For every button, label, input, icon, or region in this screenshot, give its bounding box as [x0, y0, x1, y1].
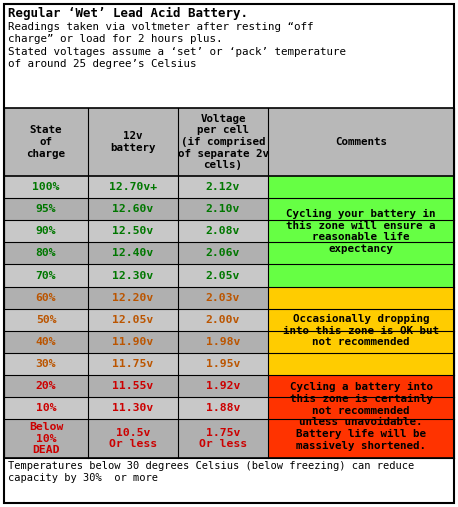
Bar: [88, 397, 178, 419]
Bar: [4, 176, 88, 198]
Text: 70%: 70%: [36, 271, 56, 280]
Text: 10.5v
Or less: 10.5v Or less: [109, 428, 157, 449]
Text: 12v
battery: 12v battery: [110, 131, 156, 153]
Bar: [178, 265, 268, 286]
Bar: [268, 176, 454, 286]
Text: 12.20v: 12.20v: [112, 293, 153, 303]
Text: 1.92v: 1.92v: [206, 381, 240, 391]
Bar: [4, 397, 88, 419]
Bar: [4, 309, 88, 331]
Bar: [88, 353, 178, 375]
Bar: [178, 220, 268, 242]
Bar: [88, 242, 178, 265]
Bar: [268, 286, 454, 375]
Bar: [88, 331, 178, 353]
Text: Below
10%
DEAD: Below 10% DEAD: [29, 422, 63, 455]
Bar: [178, 286, 268, 309]
Bar: [4, 265, 88, 286]
Bar: [88, 220, 178, 242]
Text: 12.40v: 12.40v: [112, 248, 153, 259]
Text: 2.10v: 2.10v: [206, 204, 240, 214]
Text: 95%: 95%: [36, 204, 56, 214]
Bar: [4, 198, 88, 220]
Text: 11.75v: 11.75v: [112, 359, 153, 369]
Text: 12.30v: 12.30v: [112, 271, 153, 280]
Text: 11.55v: 11.55v: [112, 381, 153, 391]
Bar: [4, 108, 454, 176]
Bar: [178, 198, 268, 220]
Text: 20%: 20%: [36, 381, 56, 391]
Bar: [4, 220, 88, 242]
Bar: [88, 265, 178, 286]
Text: State
of
charge: State of charge: [27, 125, 65, 159]
Text: 12.05v: 12.05v: [112, 315, 153, 325]
Text: 80%: 80%: [36, 248, 56, 259]
Bar: [268, 375, 454, 458]
Text: 11.90v: 11.90v: [112, 337, 153, 347]
Text: 2.06v: 2.06v: [206, 248, 240, 259]
Bar: [88, 309, 178, 331]
Bar: [178, 309, 268, 331]
Text: Occasionally dropping
into this zone is OK but
not recommended: Occasionally dropping into this zone is …: [283, 314, 439, 347]
Bar: [4, 419, 88, 458]
Bar: [88, 419, 178, 458]
Bar: [178, 397, 268, 419]
Bar: [178, 375, 268, 397]
Bar: [88, 198, 178, 220]
Text: 2.08v: 2.08v: [206, 226, 240, 236]
Text: Temperatures below 30 degrees Celsius (below freezing) can reduce
capacity by 30: Temperatures below 30 degrees Celsius (b…: [8, 461, 414, 483]
Text: 1.75v
Or less: 1.75v Or less: [199, 428, 247, 449]
Text: 12.70v+: 12.70v+: [109, 182, 157, 192]
Bar: [4, 375, 88, 397]
Bar: [178, 331, 268, 353]
Text: 1.95v: 1.95v: [206, 359, 240, 369]
Text: 30%: 30%: [36, 359, 56, 369]
Text: 2.12v: 2.12v: [206, 182, 240, 192]
Text: 100%: 100%: [32, 182, 60, 192]
Text: 2.00v: 2.00v: [206, 315, 240, 325]
Text: Regular ‘Wet’ Lead Acid Battery.: Regular ‘Wet’ Lead Acid Battery.: [8, 7, 248, 20]
Text: 12.50v: 12.50v: [112, 226, 153, 236]
Bar: [178, 242, 268, 265]
Bar: [88, 176, 178, 198]
Bar: [88, 286, 178, 309]
Text: 2.03v: 2.03v: [206, 293, 240, 303]
Text: 50%: 50%: [36, 315, 56, 325]
Bar: [4, 4, 454, 108]
Text: Readings taken via voltmeter after resting “off
charge” or load for 2 hours plus: Readings taken via voltmeter after resti…: [8, 22, 346, 69]
Bar: [4, 353, 88, 375]
Text: 2.05v: 2.05v: [206, 271, 240, 280]
Text: 1.88v: 1.88v: [206, 403, 240, 413]
Text: Cycling your battery in
this zone will ensure a
reasonable life
expectancy: Cycling your battery in this zone will e…: [286, 209, 436, 254]
Bar: [178, 419, 268, 458]
Text: 11.30v: 11.30v: [112, 403, 153, 413]
Text: 12.60v: 12.60v: [112, 204, 153, 214]
Text: 1.98v: 1.98v: [206, 337, 240, 347]
Text: 60%: 60%: [36, 293, 56, 303]
Bar: [4, 286, 88, 309]
Text: Voltage
per cell
(if comprised
of separate 2v
cells): Voltage per cell (if comprised of separa…: [178, 114, 268, 170]
Text: 90%: 90%: [36, 226, 56, 236]
Bar: [178, 176, 268, 198]
Text: Comments: Comments: [335, 137, 387, 147]
Bar: [88, 375, 178, 397]
Bar: [4, 331, 88, 353]
Text: Cycling a battery into
this zone is certainly
not recommended
unless unavoidable: Cycling a battery into this zone is cert…: [289, 382, 432, 451]
Text: 10%: 10%: [36, 403, 56, 413]
Text: 40%: 40%: [36, 337, 56, 347]
Bar: [4, 242, 88, 265]
Bar: [178, 353, 268, 375]
